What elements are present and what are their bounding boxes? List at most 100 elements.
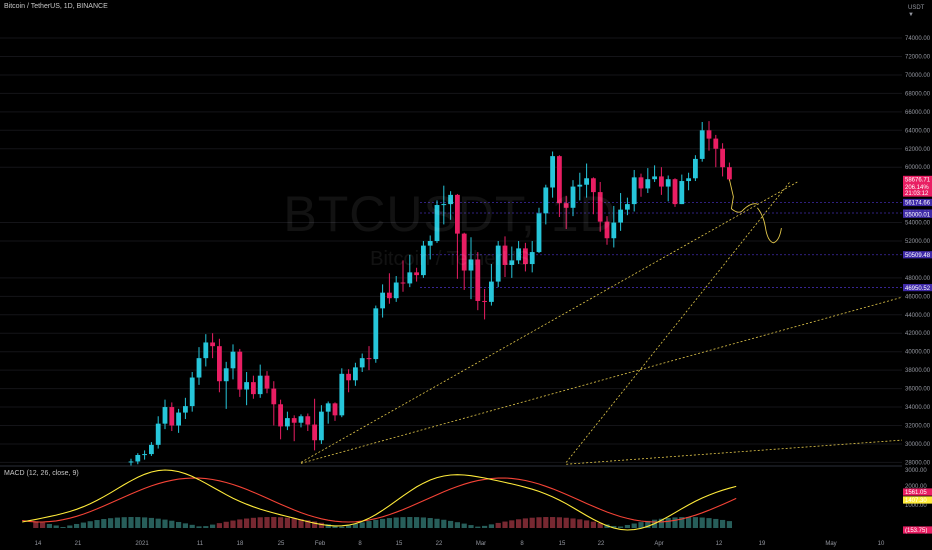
candle-body-69 (597, 192, 603, 222)
symbol-title[interactable]: Bitcoin / TetherUS, 1D, BINANCE (4, 3, 108, 10)
macd-title[interactable]: MACD (12, 26, close, 9) (4, 470, 79, 477)
candle-body-23 (285, 418, 290, 427)
candle-body-83 (693, 158, 698, 179)
macd-bar-40 (305, 520, 311, 528)
candle-body-17 (244, 382, 249, 390)
candle-body-67 (584, 178, 589, 185)
candle-body-60 (536, 213, 542, 253)
price-tick-label: 40000.00 (905, 350, 931, 356)
price-tag-bg-2 (903, 189, 932, 197)
macd-bar-69 (502, 521, 508, 528)
macd-bar-5 (67, 525, 73, 528)
candle-body-59 (529, 252, 535, 265)
price-tag-bg-3 (903, 198, 932, 207)
macd-bar-95 (679, 517, 685, 528)
macd-bar-19 (162, 519, 168, 528)
price-tag-label: 50509.48 (905, 253, 931, 259)
price-tag-bg-7 (903, 283, 932, 292)
candle-body-82 (686, 178, 691, 182)
trend-line-2 (566, 437, 932, 465)
macd-bar-26 (210, 524, 216, 528)
time-axis[interactable]: 14 21 2021 11 18 25 Feb 8 15 22 Mar 8 15 22 Apr 12 19 May… (35, 541, 885, 547)
price-tick-label: 60000.00 (905, 165, 931, 171)
candle-body-71 (611, 222, 617, 239)
time-tick-label: Apr (654, 541, 663, 547)
macd-tag-bg-0 (903, 488, 932, 496)
candle-body-68 (591, 178, 596, 193)
price-tag-label: 21:03:12 (905, 191, 929, 197)
time-tick-label: 19 (759, 541, 766, 547)
time-tick-label: 11 (197, 541, 204, 547)
macd-bar-11 (108, 518, 114, 528)
trend-line-1 (300, 288, 932, 464)
macd-bar-76 (550, 517, 556, 528)
currency-label[interactable]: USDT ▼ (908, 5, 925, 18)
candle-body-13 (217, 346, 222, 382)
macd-bar-48 (359, 522, 365, 528)
macd-bar-37 (284, 517, 290, 528)
macd-bar-20 (169, 520, 175, 528)
macd-bar-93 (665, 517, 671, 528)
macd-tag-label: (153.75) (905, 528, 927, 534)
macd-bar-94 (672, 517, 678, 528)
price-axis[interactable]: 28000.00 30000.00 32000.00 34000.00 36000.00… (902, 0, 932, 550)
candle-body-29 (325, 403, 331, 412)
macd-bar-12 (114, 517, 120, 528)
macd-tag-bg-1 (903, 496, 932, 504)
time-tick-label: 18 (237, 541, 244, 547)
time-tick-label: 25 (278, 541, 285, 547)
macd-bar-38 (291, 518, 297, 528)
macd-bar-29 (230, 520, 236, 528)
price-tag-label: 46950.52 (905, 286, 931, 292)
macd-bar-62 (454, 522, 460, 528)
macd-bar-58 (427, 518, 433, 528)
price-tag-label: 55000.01 (905, 212, 931, 218)
macd-bar-65 (475, 526, 481, 528)
time-tick-label: May (825, 541, 836, 547)
macd-bar-31 (244, 518, 250, 528)
price-tick-label: 72000.00 (905, 55, 931, 61)
macd-bar-64 (468, 525, 474, 528)
projection-line (728, 179, 782, 244)
candle-body-0 (128, 461, 134, 463)
candle-body-44 (427, 241, 433, 246)
macd-bar-4 (60, 527, 66, 528)
macd-bar-81 (584, 520, 590, 528)
candle-body-19 (257, 375, 263, 395)
macd-bar-80 (577, 519, 583, 528)
macd-bar-23 (189, 524, 195, 528)
macd-tag-label: 1407.30 (905, 498, 927, 504)
macd-bar-16 (142, 517, 148, 528)
candle-body-88 (727, 167, 732, 180)
price-tick-label: 32000.00 (905, 423, 931, 429)
macd-bar-35 (271, 517, 277, 528)
macd-bar-89 (638, 522, 644, 528)
macd-bar-10 (101, 519, 107, 528)
macd-bar-90 (645, 520, 651, 528)
candle-body-63 (557, 156, 562, 204)
candle-body-14 (223, 368, 229, 382)
candle-body-75 (638, 177, 644, 189)
macd-bar-3 (53, 525, 59, 528)
macd-bar-96 (686, 517, 692, 528)
candle-body-34 (359, 358, 365, 368)
macd-bar-74 (536, 517, 542, 528)
macd-bar-67 (488, 524, 494, 528)
macd-bar-15 (135, 517, 141, 528)
candle-body-38 (387, 292, 392, 299)
candle-body-86 (713, 138, 719, 149)
watermark-name: Bitcoin / TetherUS (370, 248, 530, 270)
time-tick-label: 15 (559, 541, 566, 547)
candle-body-54 (495, 245, 501, 282)
price-tick-label: 34000.00 (905, 405, 931, 411)
trend-line-0 (300, 181, 798, 463)
time-tick-label: 12 (716, 541, 723, 547)
macd-bar-45 (339, 526, 345, 528)
candle-body-77 (652, 176, 657, 180)
time-tick-label: 21 (75, 541, 82, 547)
candle-body-7 (176, 412, 181, 426)
macd-bar-25 (203, 526, 209, 528)
watermark-symbol: BTCUSDT, 1D (283, 186, 617, 242)
macd-pane (0, 465, 932, 531)
